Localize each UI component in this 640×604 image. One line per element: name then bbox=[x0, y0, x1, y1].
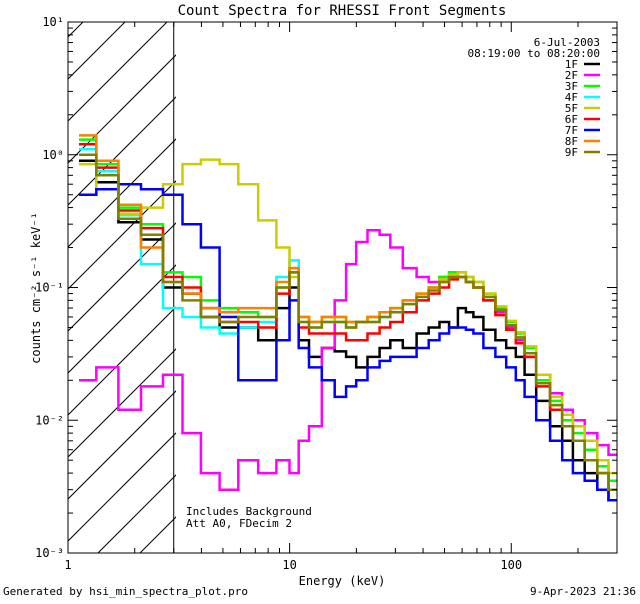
footer-generated-by: Generated by hsi_min_spectra_plot.pro bbox=[3, 585, 248, 598]
x-axis-label: Energy (keV) bbox=[299, 574, 386, 588]
legend-label-6F: 6F bbox=[565, 113, 578, 126]
y-tick-label: 10⁰ bbox=[42, 148, 64, 162]
y-tick-label: 10⁻³ bbox=[35, 546, 64, 560]
legend-label-3F: 3F bbox=[565, 80, 578, 93]
series-4F bbox=[79, 148, 617, 491]
legend-label-8F: 8F bbox=[565, 135, 578, 148]
legend-label-2F: 2F bbox=[565, 69, 578, 82]
x-tick-label: 100 bbox=[500, 558, 522, 572]
footer-timestamp: 9-Apr-2023 21:36 bbox=[530, 585, 636, 598]
date-label: 6-Jul-2003 bbox=[534, 36, 600, 49]
x-tick-label: 1 bbox=[64, 558, 71, 572]
axis-ticks bbox=[67, 21, 618, 554]
y-tick-label: 10⁻¹ bbox=[35, 281, 64, 295]
excluded-energy-hatch bbox=[68, 22, 176, 553]
plot-frame bbox=[67, 21, 618, 554]
legend-label-7F: 7F bbox=[565, 124, 578, 137]
legend-label-1F: 1F bbox=[565, 58, 578, 71]
attenuator-note: Att A0, FDecim 2 bbox=[186, 517, 292, 530]
x-tick-label: 10 bbox=[282, 558, 296, 572]
y-tick-label: 10⁻² bbox=[35, 413, 64, 427]
series-9F bbox=[79, 153, 617, 491]
time-range-label: 08:19:00 to 08:20:00 bbox=[468, 47, 600, 60]
series-7F bbox=[79, 182, 617, 502]
legend-label-4F: 4F bbox=[565, 91, 578, 104]
legend-label-5F: 5F bbox=[565, 102, 578, 115]
series-3F bbox=[79, 138, 617, 483]
series-5F bbox=[79, 158, 617, 475]
background-note: Includes Background bbox=[186, 505, 312, 518]
series-6F bbox=[79, 142, 617, 491]
legend-label-9F: 9F bbox=[565, 146, 578, 159]
chart-title: Count Spectra for RHESSI Front Segments bbox=[178, 3, 507, 19]
y-axis-label: counts cm⁻² s⁻¹ keV⁻¹ bbox=[29, 212, 43, 364]
y-tick-label: 10¹ bbox=[42, 15, 64, 29]
